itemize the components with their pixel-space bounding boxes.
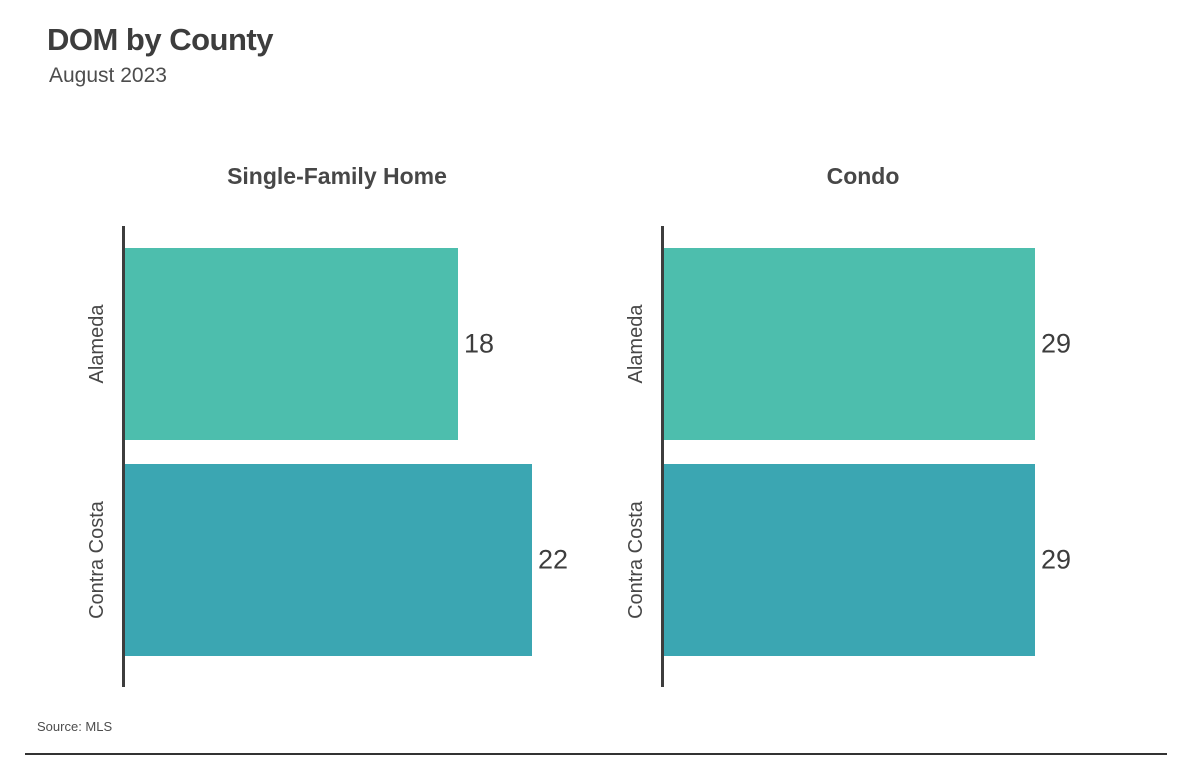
bar-contra-costa <box>664 464 1035 656</box>
facet-title-condo: Condo <box>826 163 900 189</box>
value-label: 29 <box>1041 328 1072 359</box>
chart-title: DOM by County <box>47 22 274 57</box>
chart-subtitle: August 2023 <box>49 64 167 87</box>
facet-title-single-family-home: Single-Family Home <box>227 163 447 189</box>
bar-alameda <box>664 248 1035 440</box>
panel-single-family-home: 18 Alameda 22 Contra Costa <box>86 226 568 687</box>
category-label-alameda: Alameda <box>625 304 647 384</box>
value-label: 22 <box>538 544 569 575</box>
y-axis-line <box>661 226 664 687</box>
panel-condo: 29 Alameda 29 Contra Costa <box>625 226 1071 687</box>
source-note: Source: MLS <box>37 719 113 734</box>
category-label-alameda: Alameda <box>86 304 108 384</box>
bottom-rule <box>25 753 1167 755</box>
bar-contra-costa <box>125 464 532 656</box>
value-label: 18 <box>464 328 495 359</box>
value-label: 29 <box>1041 544 1072 575</box>
y-axis-line <box>122 226 125 687</box>
category-label-contra-costa: Contra Costa <box>625 501 647 619</box>
category-label-contra-costa: Contra Costa <box>86 501 108 619</box>
bar-alameda <box>125 248 458 440</box>
